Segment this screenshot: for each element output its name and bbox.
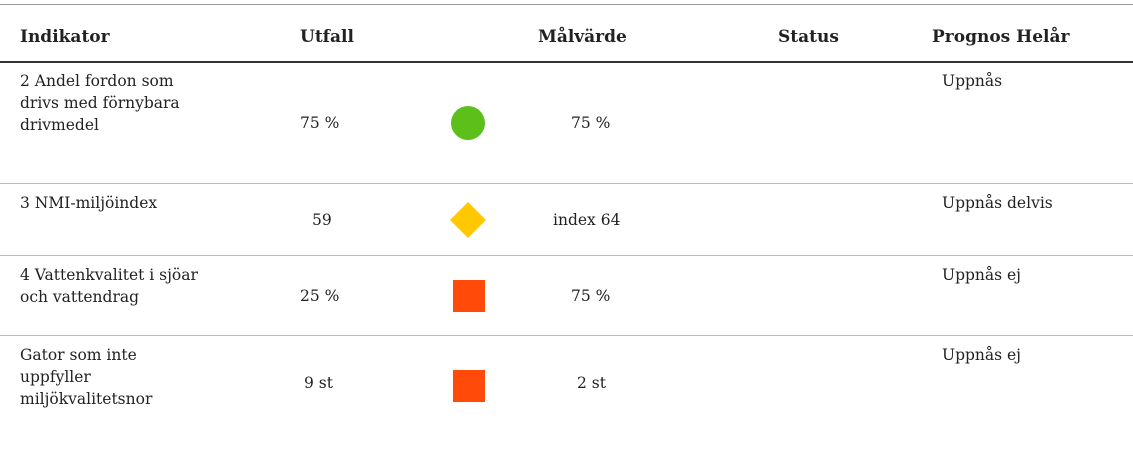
indicator: 2 Andel fordon som drivs med förnybara d…: [20, 72, 180, 134]
outcome: 75 %: [300, 113, 340, 132]
forecast: Uppnås ej: [942, 266, 1021, 284]
table-row: 3 NMI-miljöindex 59 index 64 Uppnås delv…: [0, 184, 1133, 256]
header-cell: Prognos Helår: [932, 27, 1070, 47]
indicator: 4 Vattenkvalitet i sjöar och vattendrag: [20, 266, 198, 306]
indicator: 3 NMI-miljöindex: [20, 194, 158, 212]
table-header: Indikator Utfall Målvärde Status Prognos…: [0, 4, 1133, 63]
indicator: Gator som inte uppfyller miljökvalitetsn…: [20, 346, 153, 408]
forecast: Uppnås ej: [942, 346, 1021, 364]
header-cell: Målvärde: [538, 27, 627, 47]
table-row: Gator som inte uppfyller miljökvalitetsn…: [0, 336, 1133, 456]
target: index 64: [553, 210, 621, 229]
target: 75 %: [571, 286, 611, 305]
forecast: Uppnås: [942, 72, 1003, 90]
status-icon: [451, 105, 485, 140]
status-icon: [450, 201, 486, 238]
header-cell: Status: [778, 27, 839, 47]
header-cell: Utfall: [300, 27, 354, 47]
status-icon: [453, 279, 485, 312]
outcome: 59: [312, 210, 332, 229]
forecast: Uppnås delvis: [942, 194, 1053, 212]
target: 75 %: [571, 113, 611, 132]
page: Indikator Utfall Målvärde Status Prognos…: [0, 4, 1133, 408]
outcome: 9 st: [304, 374, 333, 392]
table-row: 2 Andel fordon som drivs med förnybara d…: [0, 62, 1133, 184]
status-icon: [453, 370, 485, 402]
target: 2 st: [577, 374, 606, 392]
outcome: 25 %: [300, 286, 340, 305]
header-cell: Indikator: [20, 27, 110, 47]
table-row: 4 Vattenkvalitet i sjöar och vattendrag …: [0, 256, 1133, 336]
